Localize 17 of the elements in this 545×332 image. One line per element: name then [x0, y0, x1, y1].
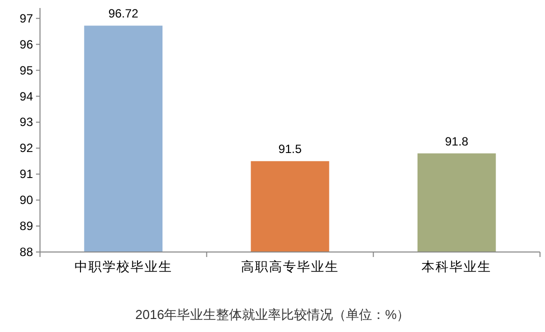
x-tick-label: 中职学校毕业生 — [74, 259, 172, 274]
x-tick-label: 高职高专毕业生 — [241, 259, 339, 274]
data-label: 91.8 — [444, 134, 469, 148]
y-tick-label: 93 — [20, 115, 34, 130]
y-tick-label: 91 — [20, 167, 34, 182]
y-tick-label: 96 — [20, 37, 34, 52]
data-label: 96.72 — [108, 6, 139, 21]
x-tick-label: 本科毕业生 — [422, 259, 492, 274]
y-tick-label: 88 — [20, 245, 34, 259]
y-tick-label: 89 — [20, 219, 34, 234]
y-tick-label: 90 — [20, 193, 34, 208]
y-tick-label: 92 — [20, 141, 34, 156]
y-tick-label: 95 — [20, 63, 34, 78]
y-tick-label: 97 — [20, 11, 34, 26]
text: 2016年毕业生整体就业率比较情况（单位：%） — [135, 307, 410, 322]
data-label: 91.5 — [278, 142, 302, 156]
y-tick-label: 94 — [20, 89, 34, 104]
